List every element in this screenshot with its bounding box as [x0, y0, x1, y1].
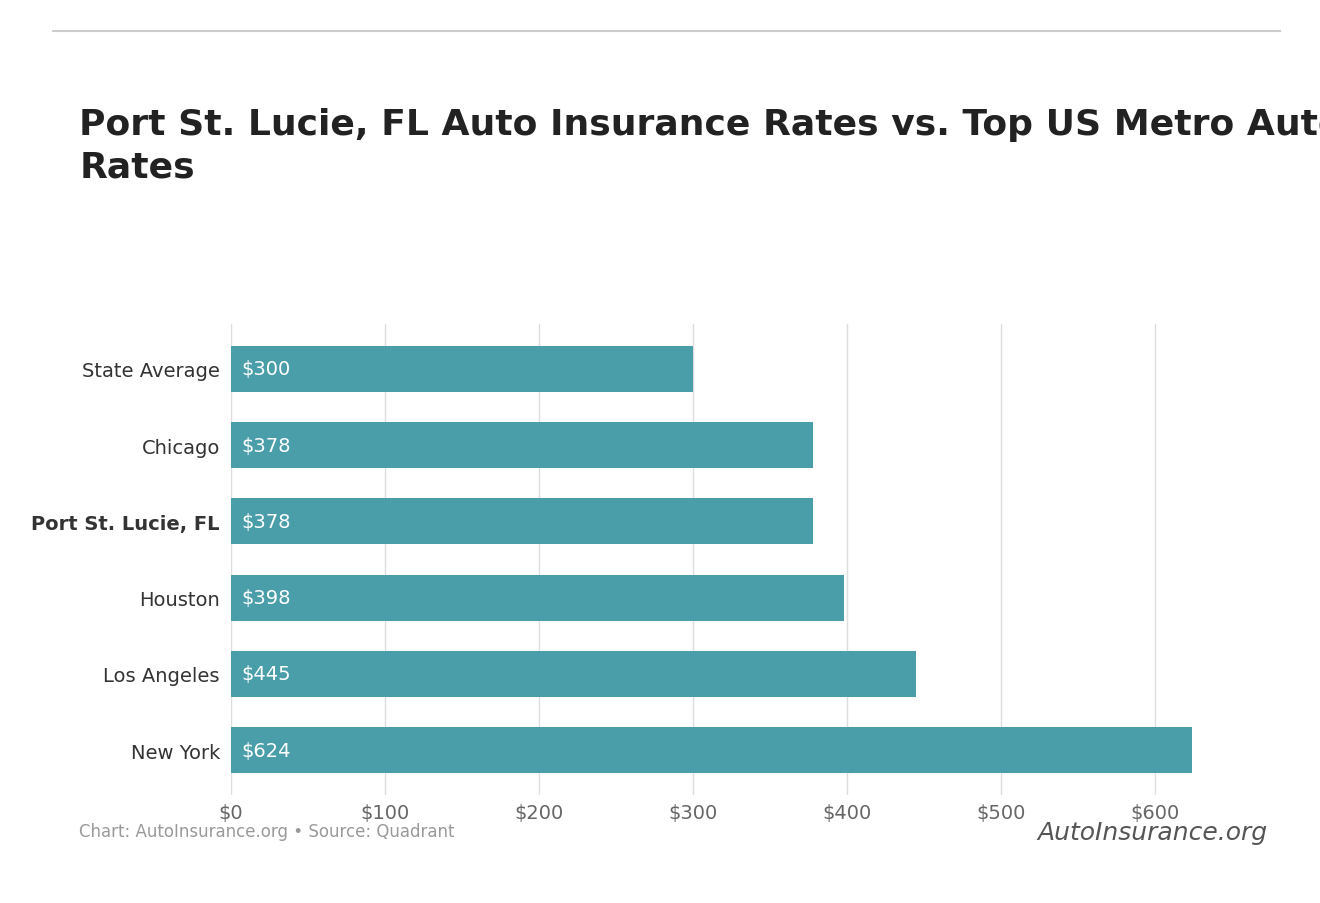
Text: Port St. Lucie, FL Auto Insurance Rates vs. Top US Metro Auto Insurance
Rates: Port St. Lucie, FL Auto Insurance Rates … — [79, 108, 1320, 184]
Bar — [231, 423, 813, 469]
Bar — [231, 728, 1192, 773]
Text: $445: $445 — [242, 665, 292, 684]
Text: $624: $624 — [242, 741, 292, 760]
Text: $378: $378 — [242, 512, 292, 531]
Bar — [231, 651, 916, 697]
Bar — [231, 347, 693, 392]
Text: Chart: AutoInsurance.org • Source: Quadrant: Chart: AutoInsurance.org • Source: Quadr… — [79, 822, 454, 840]
Text: $398: $398 — [242, 589, 292, 608]
Bar — [231, 575, 843, 621]
Bar — [231, 498, 813, 545]
Text: AutoInsurance.org: AutoInsurance.org — [1038, 820, 1267, 844]
Text: $378: $378 — [242, 436, 292, 455]
Text: $300: $300 — [242, 359, 290, 378]
